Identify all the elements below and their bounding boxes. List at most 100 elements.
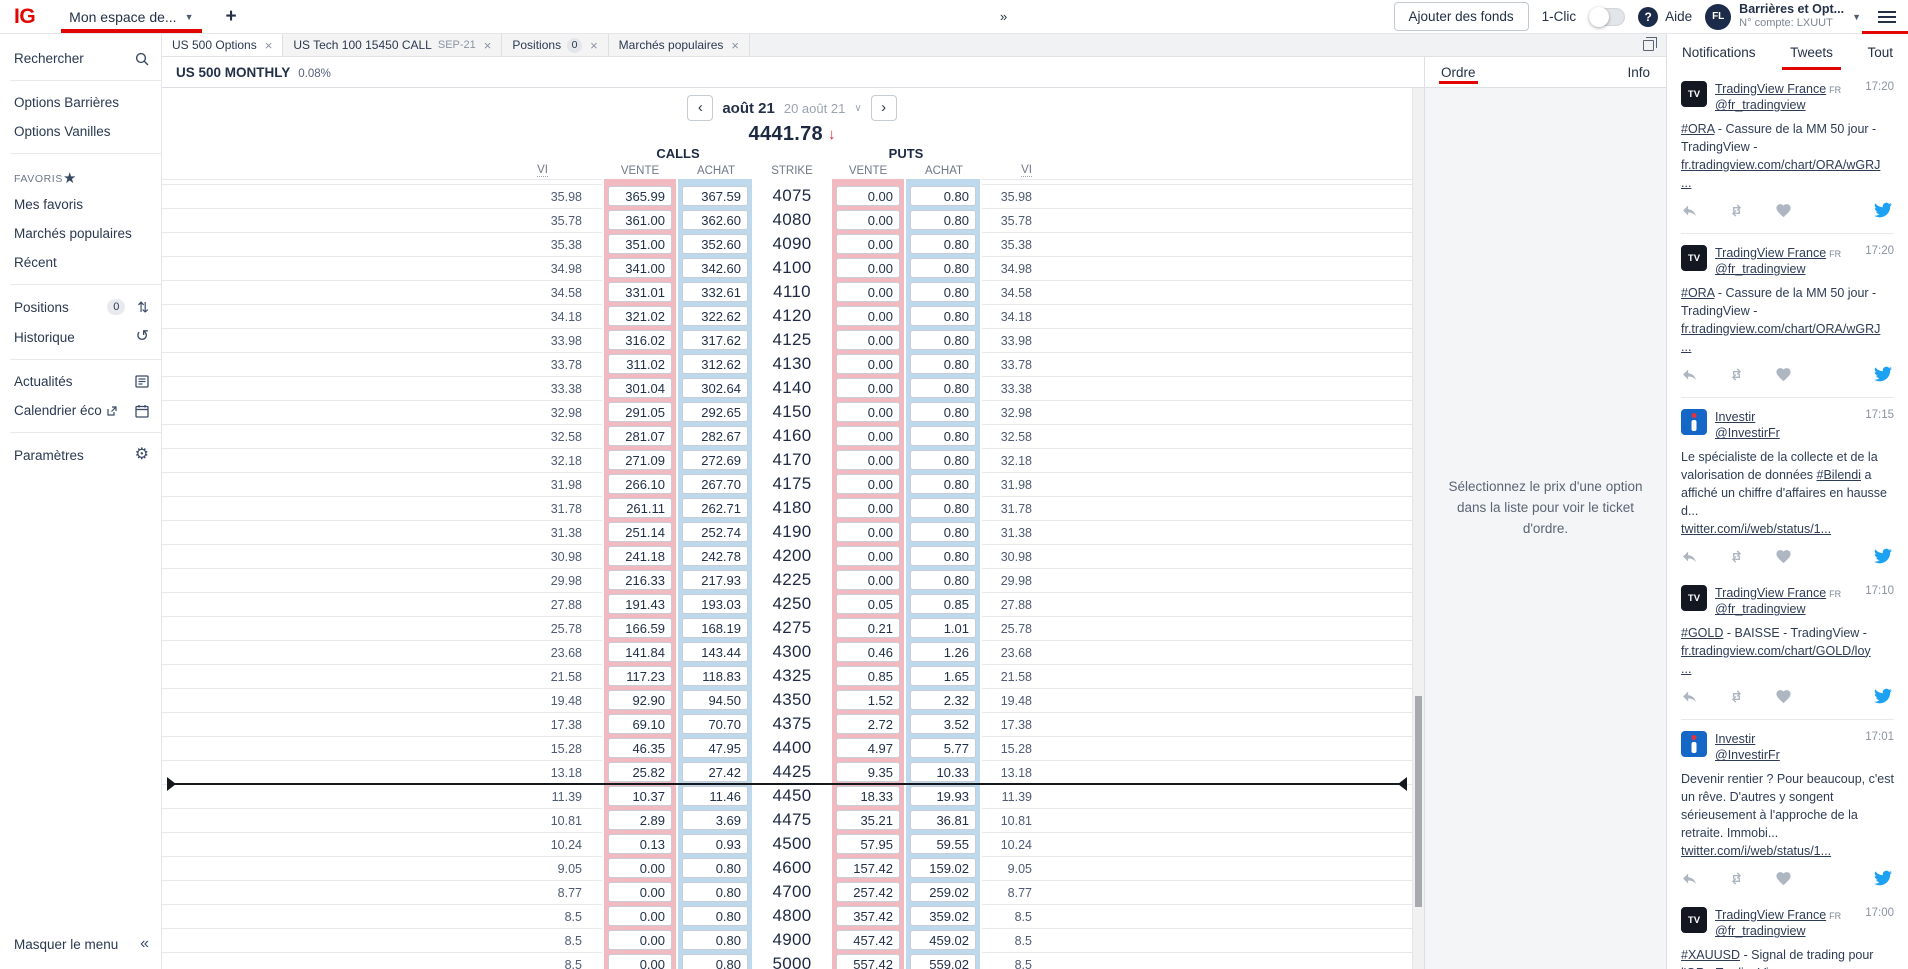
tweet-handle-link[interactable]: @fr_tradingview <box>1715 98 1806 113</box>
put-buy-price-button[interactable]: 0.80 <box>910 330 976 350</box>
tab-info[interactable]: Info <box>1627 57 1650 87</box>
put-buy-price-button[interactable]: 59.55 <box>910 834 976 854</box>
put-sell-price-button[interactable]: 0.00 <box>836 546 900 566</box>
call-buy-price-button[interactable]: 267.70 <box>682 474 748 494</box>
put-sell-price-button[interactable]: 0.00 <box>836 522 900 542</box>
sidebar-item-mes-favoris[interactable]: Mes favoris <box>0 190 161 219</box>
tweet-author-link[interactable]: Investir <box>1715 732 1756 746</box>
scrollbar-thumb[interactable] <box>1415 695 1422 908</box>
sidebar-item-options-vanilles[interactable]: Options Vanilles <box>0 117 161 146</box>
call-buy-price-button[interactable]: 312.62 <box>682 354 748 374</box>
put-sell-price-button[interactable]: 257.42 <box>836 882 900 902</box>
put-buy-price-button[interactable]: 1.26 <box>910 642 976 662</box>
call-sell-price-button[interactable]: 281.07 <box>608 426 672 446</box>
put-sell-price-button[interactable]: 2.72 <box>836 714 900 734</box>
put-sell-price-button[interactable]: 0.00 <box>836 570 900 590</box>
toolbar-overflow-chevron-icon[interactable]: » <box>1000 9 1008 24</box>
put-buy-price-button[interactable]: 0.80 <box>910 474 976 494</box>
call-buy-price-button[interactable]: 27.42 <box>682 762 748 782</box>
tweet-author-link[interactable]: TradingView France <box>1715 586 1827 601</box>
tab-notifications[interactable]: Notifications <box>1682 34 1756 70</box>
call-sell-price-button[interactable]: 301.04 <box>608 378 672 398</box>
put-sell-price-button[interactable]: 0.00 <box>836 186 900 206</box>
call-sell-price-button[interactable]: 261.11 <box>608 498 672 518</box>
put-sell-price-button[interactable]: 1.52 <box>836 690 900 710</box>
call-sell-price-button[interactable]: 166.59 <box>608 618 672 638</box>
call-sell-price-button[interactable]: 216.33 <box>608 570 672 590</box>
call-sell-price-button[interactable]: 241.18 <box>608 546 672 566</box>
call-buy-price-button[interactable]: 0.80 <box>682 930 748 950</box>
call-buy-price-button[interactable]: 3.69 <box>682 810 748 830</box>
add-funds-button[interactable]: Ajouter des fonds <box>1393 2 1529 31</box>
put-buy-price-button[interactable]: 0.80 <box>910 258 976 278</box>
tweet-handle-link[interactable]: @InvestirFr <box>1715 748 1780 763</box>
tweet-link[interactable]: fr.tradingview.com/chart/ORA/wGRJ <box>1681 157 1881 172</box>
retweet-icon[interactable] <box>1728 202 1745 219</box>
put-sell-price-button[interactable]: 557.42 <box>836 954 900 969</box>
call-buy-price-button[interactable]: 217.93 <box>682 570 748 590</box>
tweet-link[interactable]: ... <box>1681 661 1692 676</box>
tab-marches-populaires[interactable]: Marchés populaires × <box>608 34 750 56</box>
help-label[interactable]: Aide <box>1665 9 1693 24</box>
put-buy-price-button[interactable]: 19.93 <box>910 786 976 806</box>
close-icon[interactable]: × <box>483 37 492 53</box>
call-buy-price-button[interactable]: 0.80 <box>682 858 748 878</box>
put-sell-price-button[interactable]: 0.00 <box>836 498 900 518</box>
put-sell-price-button[interactable]: 357.42 <box>836 906 900 926</box>
sidebar-item-historique[interactable]: Historique ↺ <box>0 322 161 352</box>
tweet-link[interactable]: fr.tradingview.com/chart/ORA/wGRJ <box>1681 321 1881 336</box>
put-sell-price-button[interactable]: 0.00 <box>836 426 900 446</box>
call-sell-price-button[interactable]: 266.10 <box>608 474 672 494</box>
tweet-link[interactable]: #XAUUSD <box>1681 947 1741 962</box>
sidebar-item-recent[interactable]: Récent <box>0 248 161 277</box>
call-buy-price-button[interactable]: 342.60 <box>682 258 748 278</box>
close-icon[interactable]: × <box>731 37 739 53</box>
call-sell-price-button[interactable]: 365.99 <box>608 186 672 206</box>
call-buy-price-button[interactable]: 0.80 <box>682 882 748 902</box>
account-menu[interactable]: FL Barrières et Opt... N° compte: LXUUT … <box>1705 2 1861 31</box>
call-sell-price-button[interactable]: 141.84 <box>608 642 672 662</box>
sidebar-item-hide-menu[interactable]: Masquer le menu « <box>0 929 161 959</box>
put-buy-price-button[interactable]: 0.80 <box>910 186 976 206</box>
call-buy-price-button[interactable]: 70.70 <box>682 714 748 734</box>
call-sell-price-button[interactable]: 321.02 <box>608 306 672 326</box>
put-buy-price-button[interactable]: 0.80 <box>910 546 976 566</box>
help-icon[interactable]: ? <box>1638 6 1659 27</box>
add-workspace-button[interactable]: + <box>225 5 237 27</box>
put-buy-price-button[interactable]: 0.80 <box>910 570 976 590</box>
call-buy-price-button[interactable]: 0.80 <box>682 906 748 926</box>
call-sell-price-button[interactable]: 291.05 <box>608 402 672 422</box>
call-buy-price-button[interactable]: 322.62 <box>682 306 748 326</box>
sidebar-item-positions[interactable]: Positions 0 ⇅ <box>0 292 161 322</box>
put-buy-price-button[interactable]: 0.85 <box>910 594 976 614</box>
call-sell-price-button[interactable]: 0.00 <box>608 954 672 969</box>
put-buy-price-button[interactable]: 3.52 <box>910 714 976 734</box>
sidebar-item-calendrier-eco[interactable]: Calendrier éco <box>0 396 161 425</box>
reply-icon[interactable] <box>1681 688 1698 705</box>
twitter-bird-icon[interactable] <box>1874 201 1892 219</box>
call-sell-price-button[interactable]: 69.10 <box>608 714 672 734</box>
feed-panel-toggle-icon[interactable] <box>1878 10 1896 23</box>
call-buy-price-button[interactable]: 292.65 <box>682 402 748 422</box>
twitter-bird-icon[interactable] <box>1874 365 1892 383</box>
tweet-handle-link[interactable]: @fr_tradingview <box>1715 924 1806 939</box>
put-sell-price-button[interactable]: 0.00 <box>836 210 900 230</box>
put-buy-price-button[interactable]: 0.80 <box>910 498 976 518</box>
call-sell-price-button[interactable]: 0.00 <box>608 882 672 902</box>
put-buy-price-button[interactable]: 0.80 <box>910 282 976 302</box>
tweet-link[interactable]: #ORA <box>1681 285 1715 300</box>
put-sell-price-button[interactable]: 0.00 <box>836 306 900 326</box>
reply-icon[interactable] <box>1681 202 1698 219</box>
put-buy-price-button[interactable]: 1.01 <box>910 618 976 638</box>
tweet-handle-link[interactable]: @InvestirFr <box>1715 426 1780 441</box>
call-sell-price-button[interactable]: 251.14 <box>608 522 672 542</box>
put-sell-price-button[interactable]: 0.00 <box>836 378 900 398</box>
put-buy-price-button[interactable]: 259.02 <box>910 882 976 902</box>
sidebar-item-marches-populaires[interactable]: Marchés populaires <box>0 219 161 248</box>
tweet-link[interactable]: ... <box>1681 339 1692 354</box>
next-expiry-button[interactable]: › <box>870 95 897 121</box>
put-buy-price-button[interactable]: 5.77 <box>910 738 976 758</box>
tweet-author-link[interactable]: TradingView France <box>1715 82 1827 96</box>
tweet-author-link[interactable]: Investir <box>1715 410 1756 424</box>
call-buy-price-button[interactable]: 242.78 <box>682 546 748 566</box>
